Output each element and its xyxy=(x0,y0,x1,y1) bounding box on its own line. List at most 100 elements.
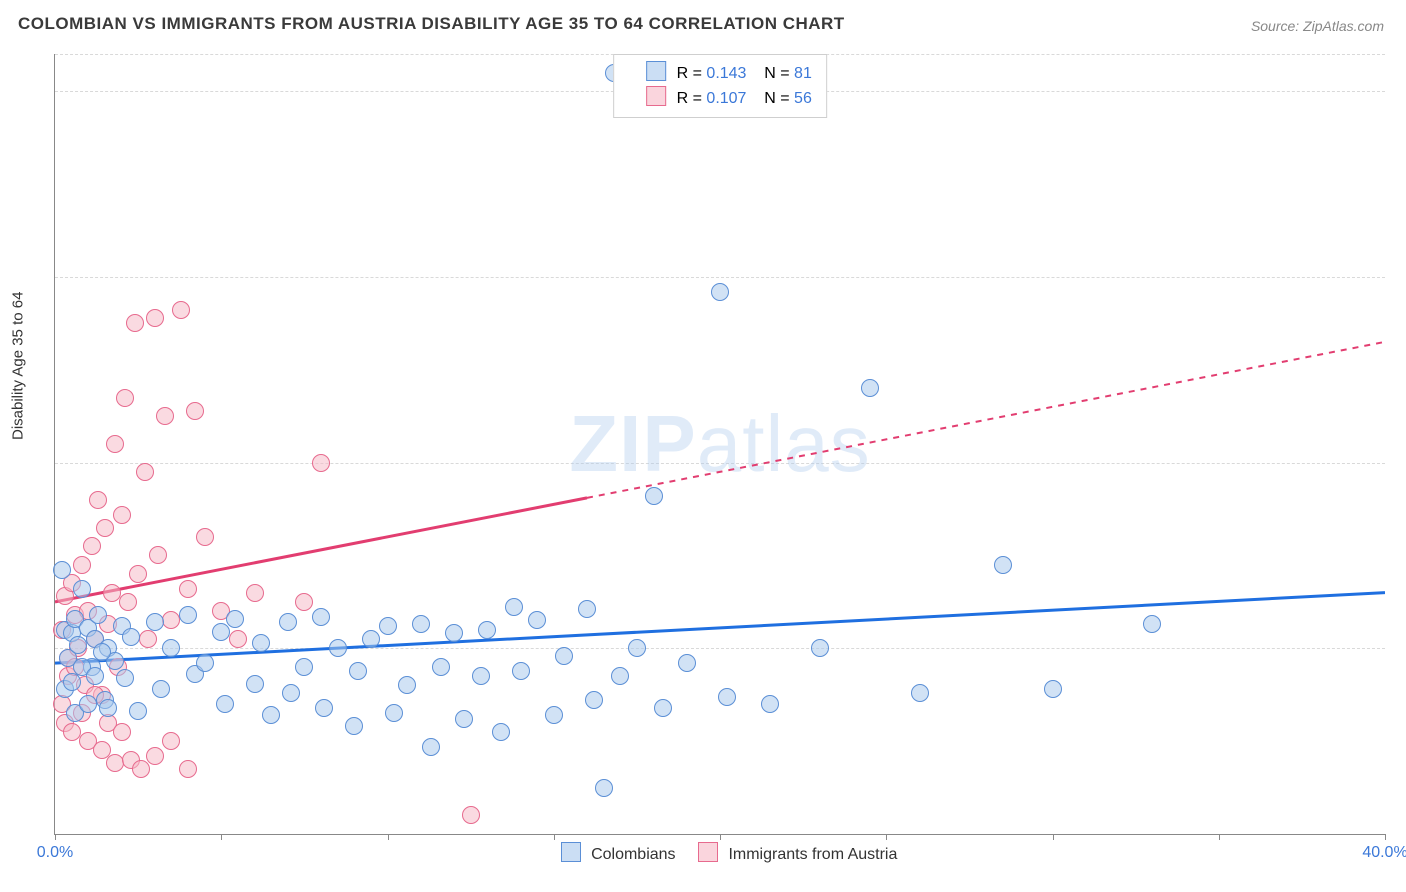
scatter-point xyxy=(349,662,367,680)
scatter-point xyxy=(432,658,450,676)
scatter-point xyxy=(505,598,523,616)
scatter-point xyxy=(654,699,672,717)
scatter-point xyxy=(492,723,510,741)
scatter-point xyxy=(545,706,563,724)
x-tick xyxy=(554,834,555,840)
scatter-point xyxy=(69,636,87,654)
legend-stats-row-blue: R = 0.143 N = 81 xyxy=(628,61,812,86)
trend-line xyxy=(55,498,587,602)
chart-title: COLOMBIAN VS IMMIGRANTS FROM AUSTRIA DIS… xyxy=(18,14,845,34)
scatter-point xyxy=(398,676,416,694)
scatter-point xyxy=(139,630,157,648)
scatter-point xyxy=(136,463,154,481)
watermark-light: atlas xyxy=(697,399,871,488)
scatter-point xyxy=(462,806,480,824)
scatter-point xyxy=(129,565,147,583)
scatter-point xyxy=(152,680,170,698)
scatter-point xyxy=(555,647,573,665)
swatch-pink xyxy=(698,842,718,862)
scatter-point xyxy=(216,695,234,713)
y-axis-title: Disability Age 35 to 64 xyxy=(10,292,27,440)
scatter-point xyxy=(96,519,114,537)
x-tick xyxy=(55,834,56,840)
scatter-point xyxy=(73,580,91,598)
scatter-point xyxy=(179,760,197,778)
legend-stats-row-pink: R = 0.107 N = 56 xyxy=(628,86,812,111)
x-tick xyxy=(1385,834,1386,840)
scatter-point xyxy=(528,611,546,629)
scatter-point xyxy=(162,639,180,657)
scatter-point xyxy=(113,723,131,741)
n-value-pink: 56 xyxy=(794,90,812,107)
r-value-blue: 0.143 xyxy=(706,65,746,82)
scatter-point xyxy=(718,688,736,706)
scatter-point xyxy=(761,695,779,713)
scatter-point xyxy=(103,584,121,602)
scatter-point xyxy=(162,732,180,750)
legend-label-pink: Immigrants from Austria xyxy=(728,846,897,863)
scatter-point xyxy=(113,506,131,524)
scatter-point xyxy=(811,639,829,657)
trend-lines xyxy=(55,54,1385,834)
scatter-point xyxy=(146,309,164,327)
r-value-pink: 0.107 xyxy=(706,90,746,107)
scatter-point xyxy=(422,738,440,756)
scatter-point xyxy=(478,621,496,639)
scatter-point xyxy=(312,608,330,626)
scatter-point xyxy=(89,606,107,624)
scatter-point xyxy=(129,702,147,720)
scatter-point xyxy=(179,580,197,598)
scatter-point xyxy=(172,301,190,319)
scatter-point xyxy=(379,617,397,635)
scatter-point xyxy=(455,710,473,728)
n-label: N = xyxy=(764,90,789,107)
scatter-point xyxy=(89,491,107,509)
scatter-point xyxy=(179,606,197,624)
scatter-point xyxy=(146,613,164,631)
scatter-point xyxy=(119,593,137,611)
scatter-point xyxy=(385,704,403,722)
scatter-point xyxy=(99,699,117,717)
swatch-pink xyxy=(646,86,666,106)
scatter-point xyxy=(362,630,380,648)
scatter-point xyxy=(116,389,134,407)
scatter-point xyxy=(279,613,297,631)
gridline-h xyxy=(55,463,1385,464)
source-label: Source: ZipAtlas.com xyxy=(1251,18,1384,34)
scatter-point xyxy=(711,283,729,301)
scatter-point xyxy=(246,584,264,602)
r-label: R = xyxy=(677,90,702,107)
scatter-point xyxy=(262,706,280,724)
scatter-point xyxy=(329,639,347,657)
legend-series: Colombians Immigrants from Austria xyxy=(55,842,1385,864)
scatter-point xyxy=(678,654,696,672)
trend-line xyxy=(587,342,1385,498)
y-tick-label: 20.0% xyxy=(1395,454,1406,472)
x-tick xyxy=(720,834,721,840)
scatter-point xyxy=(994,556,1012,574)
scatter-point xyxy=(196,654,214,672)
scatter-point xyxy=(315,699,333,717)
scatter-point xyxy=(79,695,97,713)
watermark: ZIPatlas xyxy=(569,398,870,490)
scatter-point xyxy=(1143,615,1161,633)
scatter-point xyxy=(186,402,204,420)
scatter-point xyxy=(122,628,140,646)
trend-line xyxy=(55,593,1385,664)
watermark-strong: ZIP xyxy=(569,399,696,488)
scatter-point xyxy=(149,546,167,564)
scatter-point xyxy=(83,537,101,555)
scatter-point xyxy=(53,561,71,579)
x-tick xyxy=(1219,834,1220,840)
scatter-point xyxy=(911,684,929,702)
x-tick xyxy=(886,834,887,840)
scatter-point xyxy=(645,487,663,505)
scatter-point xyxy=(106,754,124,772)
scatter-point xyxy=(106,435,124,453)
scatter-point xyxy=(156,407,174,425)
plot-area: ZIPatlas R = 0.143 N = 81 R = 0.107 N = … xyxy=(54,54,1385,835)
scatter-point xyxy=(312,454,330,472)
scatter-point xyxy=(282,684,300,702)
scatter-point xyxy=(412,615,430,633)
scatter-point xyxy=(252,634,270,652)
